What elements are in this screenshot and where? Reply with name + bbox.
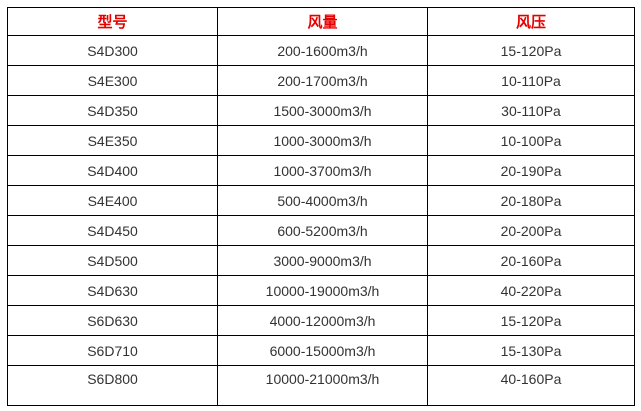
table-row: S4D630 10000-19000m3/h 40-220Pa [7, 275, 635, 306]
cell-pressure: 40-220Pa [427, 275, 635, 306]
cell-pressure: 20-160Pa [427, 245, 635, 276]
table-row: S6D800 10000-21000m3/h 40-160Pa [7, 365, 635, 406]
table-row: S6D630 4000-12000m3/h 15-120Pa [7, 305, 635, 336]
cell-model: S4D400 [7, 155, 218, 186]
table-row: S4D400 1000-3700m3/h 20-190Pa [7, 155, 635, 186]
table-row: S4E350 1000-3000m3/h 10-100Pa [7, 125, 635, 156]
cell-pressure: 20-190Pa [427, 155, 635, 186]
cell-model: S4D300 [7, 35, 218, 66]
cell-airflow: 1000-3000m3/h [217, 125, 428, 156]
column-header-model: 型号 [7, 7, 218, 36]
fan-spec-table: 型号 风量 风压 S4D300 200-1600m3/h 15-120Pa S4… [7, 7, 635, 406]
table-row: S4E400 500-4000m3/h 20-180Pa [7, 185, 635, 216]
cell-model: S4D630 [7, 275, 218, 306]
cell-pressure: 10-100Pa [427, 125, 635, 156]
cell-pressure: 15-130Pa [427, 335, 635, 366]
table-row: S4D450 600-5200m3/h 20-200Pa [7, 215, 635, 246]
cell-model: S4D500 [7, 245, 218, 276]
cell-model: S4D350 [7, 95, 218, 126]
cell-model: S4E350 [7, 125, 218, 156]
cell-model: S4D450 [7, 215, 218, 246]
cell-airflow: 6000-15000m3/h [217, 335, 428, 366]
column-header-pressure: 风压 [427, 7, 635, 36]
cell-airflow: 200-1700m3/h [217, 65, 428, 96]
table-row: S4E300 200-1700m3/h 10-110Pa [7, 65, 635, 96]
cell-pressure: 20-180Pa [427, 185, 635, 216]
cell-airflow: 4000-12000m3/h [217, 305, 428, 336]
table-row: S4D350 1500-3000m3/h 30-110Pa [7, 95, 635, 126]
cell-airflow: 1500-3000m3/h [217, 95, 428, 126]
cell-model: S4E400 [7, 185, 218, 216]
cell-airflow: 1000-3700m3/h [217, 155, 428, 186]
table-row: S4D500 3000-9000m3/h 20-160Pa [7, 245, 635, 276]
cell-pressure: 20-200Pa [427, 215, 635, 246]
cell-pressure: 15-120Pa [427, 35, 635, 66]
cell-pressure: 10-110Pa [427, 65, 635, 96]
cell-pressure: 30-110Pa [427, 95, 635, 126]
cell-airflow: 500-4000m3/h [217, 185, 428, 216]
cell-model: S6D710 [7, 335, 218, 366]
header-row: 型号 风量 风压 [7, 7, 635, 36]
cell-airflow: 200-1600m3/h [217, 35, 428, 66]
cell-model: S6D630 [7, 305, 218, 336]
cell-pressure: 40-160Pa [427, 365, 635, 406]
cell-airflow: 600-5200m3/h [217, 215, 428, 246]
table-row: S4D300 200-1600m3/h 15-120Pa [7, 35, 635, 66]
column-header-airflow: 风量 [217, 7, 428, 36]
fan-spec-table-container: 型号 风量 风压 S4D300 200-1600m3/h 15-120Pa S4… [7, 7, 635, 406]
cell-airflow: 3000-9000m3/h [217, 245, 428, 276]
cell-model: S4E300 [7, 65, 218, 96]
cell-model: S6D800 [7, 365, 218, 406]
cell-airflow: 10000-19000m3/h [217, 275, 428, 306]
cell-pressure: 15-120Pa [427, 305, 635, 336]
cell-airflow: 10000-21000m3/h [217, 365, 428, 406]
table-row: S6D710 6000-15000m3/h 15-130Pa [7, 335, 635, 366]
